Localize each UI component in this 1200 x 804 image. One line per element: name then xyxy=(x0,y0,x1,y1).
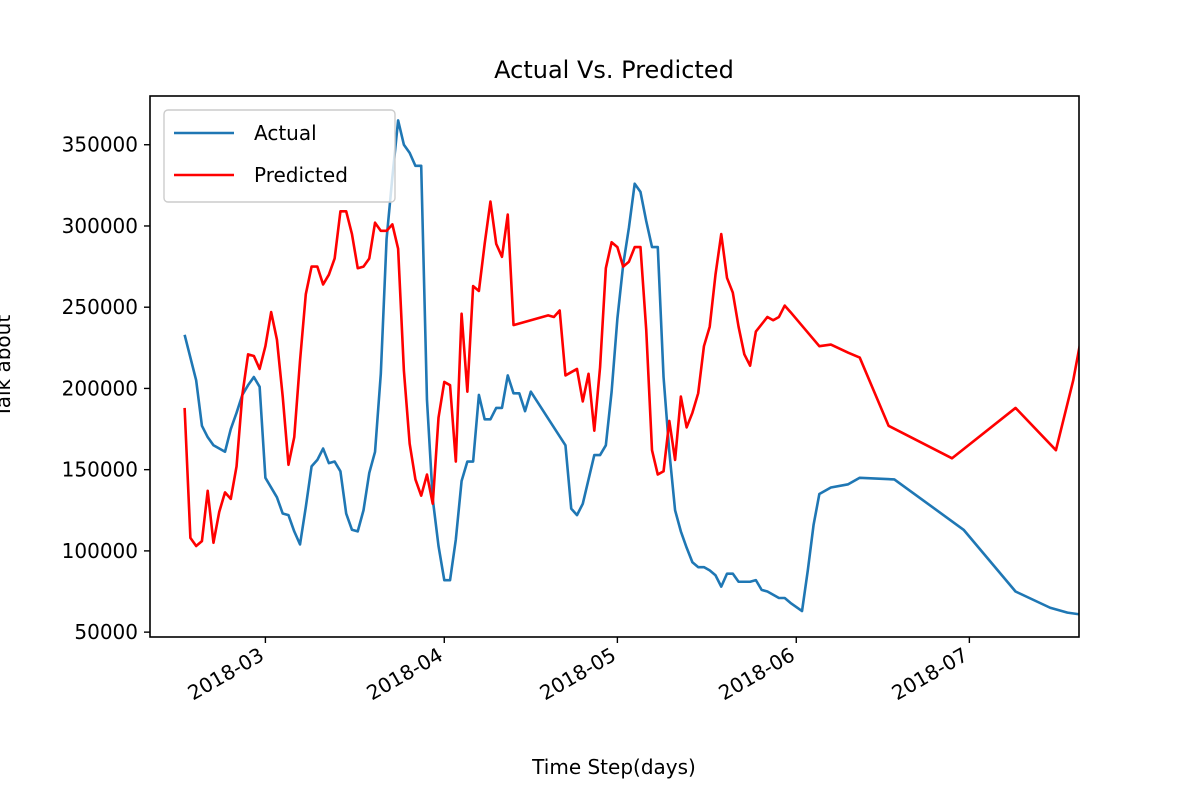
legend: Actual Predicted xyxy=(163,109,396,203)
y-tick-label: 150000 xyxy=(62,458,138,482)
y-tick-label: 100000 xyxy=(62,539,138,563)
y-axis: 50000 100000 150000 200000 250000 300000 35000… xyxy=(62,133,150,644)
x-axis-label: Time Step(days) xyxy=(531,755,696,779)
plot-area xyxy=(183,119,1079,616)
series-line-actual xyxy=(183,119,1079,616)
y-tick-label: 200000 xyxy=(62,376,138,400)
y-axis-label: Talk about xyxy=(0,315,15,419)
legend-label-actual: Actual xyxy=(254,121,317,145)
y-tick-label: 350000 xyxy=(62,133,138,157)
chart-title: Actual Vs. Predicted xyxy=(494,56,734,84)
y-tick-label: 250000 xyxy=(62,295,138,319)
y-tick-label: 50000 xyxy=(74,620,138,644)
plot-frame xyxy=(149,95,1080,638)
y-tick-label: 300000 xyxy=(62,214,138,238)
series-line-predicted xyxy=(183,200,1079,548)
legend-label-predicted: Predicted xyxy=(254,163,348,187)
